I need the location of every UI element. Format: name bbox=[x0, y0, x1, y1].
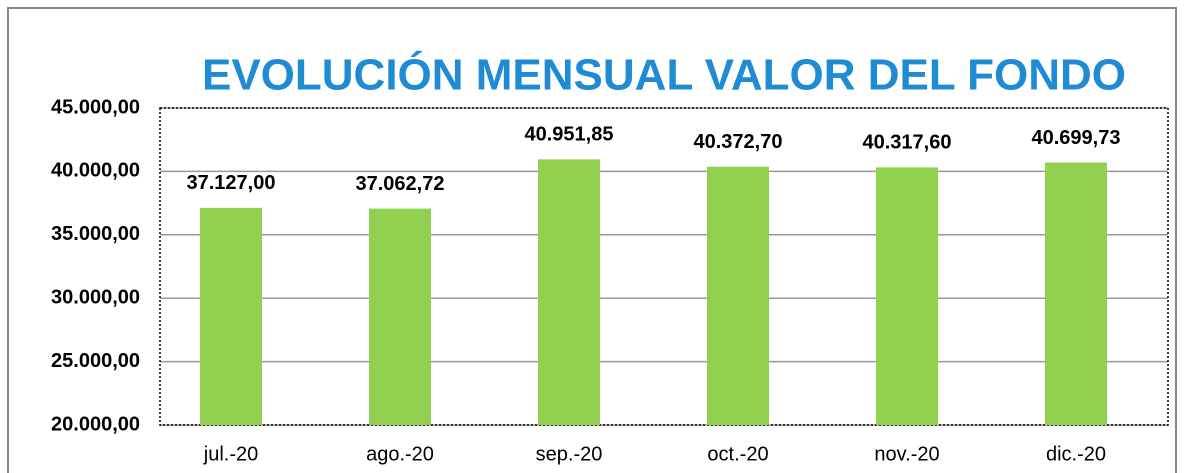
value-label: 40.951,85 bbox=[525, 124, 614, 146]
y-tick-label: 45.000,00 bbox=[51, 96, 140, 118]
y-tick-label: 20.000,00 bbox=[51, 413, 140, 435]
value-label: 37.062,72 bbox=[356, 173, 445, 195]
chart-title: EVOLUCIÓN MENSUAL VALOR DEL FONDO bbox=[202, 50, 1126, 100]
x-tick-label: nov.-20 bbox=[874, 443, 939, 465]
y-tick-label: 25.000,00 bbox=[51, 350, 140, 372]
x-tick-label: sep.-20 bbox=[536, 443, 603, 465]
bar bbox=[538, 159, 600, 425]
bar bbox=[1045, 162, 1107, 426]
y-tick-label: 40.000,00 bbox=[51, 160, 140, 182]
value-label: 40.317,60 bbox=[863, 132, 952, 154]
x-tick-label: jul.-20 bbox=[203, 443, 258, 465]
value-label: 40.372,70 bbox=[694, 131, 783, 153]
x-tick-label: oct.-20 bbox=[707, 443, 768, 465]
y-tick-label: 35.000,00 bbox=[51, 223, 140, 245]
value-label: 40.699,73 bbox=[1032, 127, 1121, 149]
bar bbox=[369, 208, 431, 425]
bar bbox=[876, 167, 938, 425]
y-tick-label: 30.000,00 bbox=[51, 286, 140, 308]
plot-frame bbox=[159, 107, 1169, 426]
x-tick-label: dic.-20 bbox=[1046, 443, 1106, 465]
value-label: 37.127,00 bbox=[187, 172, 276, 194]
x-tick-label: ago.-20 bbox=[366, 443, 434, 465]
bar bbox=[200, 207, 262, 425]
bar bbox=[707, 166, 769, 425]
